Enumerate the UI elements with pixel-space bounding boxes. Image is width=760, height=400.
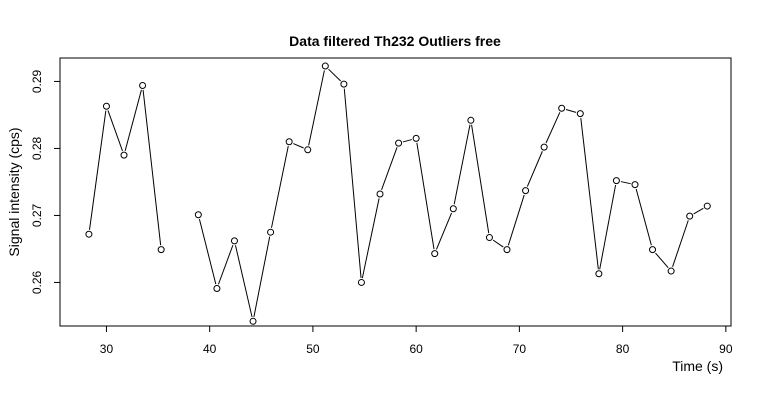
x-tick-label: 80 (616, 342, 630, 356)
series-line-segment (580, 118, 599, 270)
data-point (631, 181, 639, 189)
data-point (395, 139, 403, 147)
series-line-segment (492, 239, 504, 248)
x-tick-label: 40 (203, 342, 217, 356)
series-line-segment (693, 207, 704, 215)
data-point (249, 317, 257, 325)
y-tick-label: 0.26 (30, 270, 44, 294)
series-line-segment (416, 142, 435, 250)
series-line-segment (293, 143, 304, 149)
series-line-segment (402, 139, 412, 143)
data-point (267, 228, 275, 236)
series-line-segment (253, 236, 271, 317)
data-point (321, 62, 329, 70)
data-point (431, 250, 439, 258)
series-line-segment (655, 252, 669, 268)
series-line-segment (526, 151, 543, 187)
series-line-segment (620, 181, 631, 185)
series-line-segment (198, 219, 217, 285)
plot-frame (59, 57, 732, 327)
data-point (703, 202, 711, 210)
chart-title: Data filtered Th232 Outliers free (289, 33, 501, 49)
series-line-segment (107, 110, 123, 152)
x-tick-label: 70 (513, 342, 527, 356)
data-point (558, 104, 566, 112)
data-point (230, 237, 238, 245)
x-axis-label: Time (s) (672, 358, 723, 374)
series-line-segment (328, 68, 342, 82)
y-axis: 0.26 0.27 0.28 0.29 (30, 69, 60, 294)
data-point (120, 151, 128, 159)
series-line-segment (361, 198, 380, 279)
series-line-segment (234, 245, 253, 318)
series-line-segment (565, 109, 577, 113)
data-point (667, 267, 675, 275)
series-line-segment (308, 70, 325, 146)
data-point (612, 177, 620, 185)
series-line-segment (217, 244, 234, 285)
series-line-segment (89, 110, 107, 230)
data-point (102, 102, 110, 110)
data-point (503, 246, 511, 254)
x-tick-label: 90 (719, 342, 733, 356)
y-axis-label: Signal intensity (cps) (6, 127, 22, 256)
y-tick-label: 0.28 (30, 136, 44, 160)
data-point (449, 205, 457, 213)
data-point (649, 246, 657, 254)
series-line-segment (471, 124, 490, 234)
data-point (595, 270, 603, 278)
data-point (157, 246, 165, 254)
series-line-segment (599, 184, 617, 270)
x-axis: 30 40 50 60 70 80 90 (100, 326, 733, 356)
data-point (412, 134, 420, 142)
series-line-segment (271, 146, 289, 228)
data-point (194, 211, 202, 219)
data-point (304, 146, 312, 154)
series-line-segment (507, 194, 525, 246)
data-point (485, 234, 493, 242)
data-point (85, 230, 93, 238)
data-point (213, 284, 221, 292)
x-tick-label: 60 (409, 342, 423, 356)
series-line-segment (635, 188, 652, 246)
data-point (376, 190, 384, 198)
series-line-segment (124, 89, 142, 151)
data-point (686, 212, 694, 220)
data-point (139, 81, 147, 89)
data-point (340, 80, 348, 88)
y-tick-label: 0.27 (30, 203, 44, 227)
series-line-segment (453, 124, 471, 205)
series-line-segment (343, 88, 362, 279)
data-point (540, 143, 548, 151)
series-line-segment (142, 89, 162, 246)
series-layer (85, 62, 711, 325)
data-point (467, 116, 475, 124)
data-point (285, 138, 293, 146)
x-tick-label: 30 (100, 342, 114, 356)
x-tick-label: 50 (306, 342, 320, 356)
data-point (522, 187, 530, 195)
series-line-segment (545, 112, 561, 144)
data-point (576, 110, 584, 118)
data-point (357, 278, 365, 286)
series-line-segment (672, 220, 689, 267)
y-tick-label: 0.29 (30, 69, 44, 93)
series-line-segment (435, 212, 453, 250)
series-line-segment (381, 147, 398, 190)
